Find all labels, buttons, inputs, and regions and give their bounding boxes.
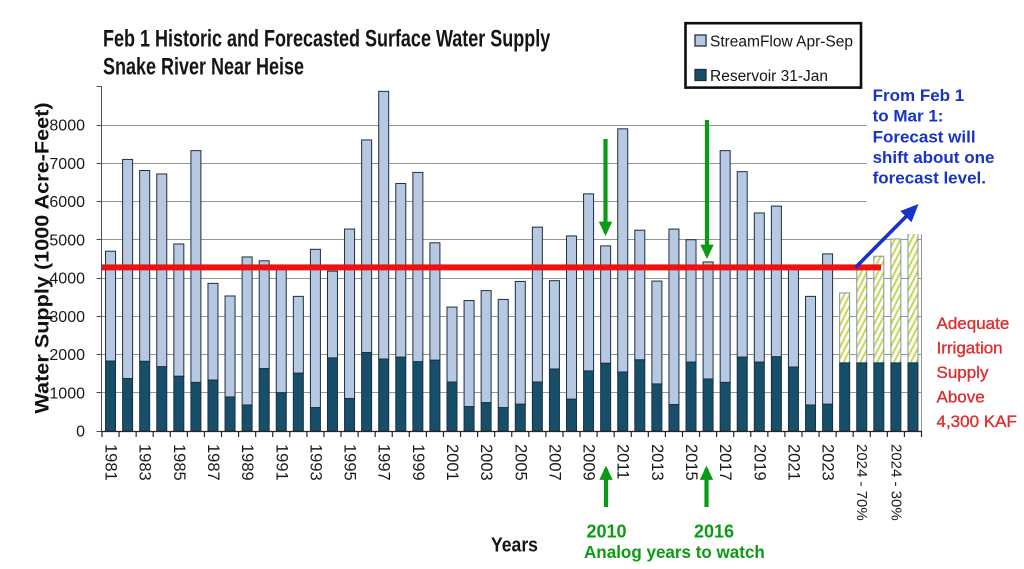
- svg-text:Reservoir 31-Jan: Reservoir 31-Jan: [710, 68, 828, 85]
- svg-text:Water Supply (1000 Acre-Feet): Water Supply (1000 Acre-Feet): [33, 102, 54, 413]
- svg-text:Feb 1 Historic and Forecasted: Feb 1 Historic and Forecasted Surface Wa…: [103, 26, 550, 52]
- svg-text:1981: 1981: [102, 444, 120, 481]
- svg-text:6000: 6000: [49, 194, 85, 211]
- svg-text:1991: 1991: [272, 444, 290, 481]
- svg-text:1985: 1985: [170, 444, 188, 481]
- svg-text:forecast level.: forecast level.: [873, 169, 986, 188]
- svg-text:Forecast will: Forecast will: [873, 127, 976, 146]
- svg-text:Irrigation: Irrigation: [937, 339, 1003, 358]
- svg-text:2010: 2010: [587, 522, 627, 542]
- svg-text:2003: 2003: [477, 444, 495, 481]
- svg-text:2017: 2017: [716, 444, 734, 481]
- svg-text:4,300 KAF: 4,300 KAF: [937, 412, 1017, 431]
- svg-text:2024 - 30%: 2024 - 30%: [887, 444, 904, 521]
- svg-text:8000: 8000: [49, 118, 85, 135]
- svg-text:1999: 1999: [409, 444, 427, 481]
- svg-text:1993: 1993: [306, 444, 324, 481]
- svg-text:2001: 2001: [443, 444, 461, 481]
- svg-text:2007: 2007: [545, 444, 563, 481]
- svg-text:StreamFlow Apr-Sep: StreamFlow Apr-Sep: [710, 34, 853, 51]
- svg-text:2024 - 70%: 2024 - 70%: [853, 444, 870, 521]
- svg-text:2000: 2000: [49, 347, 85, 364]
- svg-text:3000: 3000: [49, 309, 85, 326]
- svg-text:Supply: Supply: [937, 363, 989, 382]
- svg-text:2021: 2021: [784, 444, 802, 481]
- svg-text:Adequate: Adequate: [937, 314, 1010, 333]
- svg-text:2016: 2016: [694, 522, 734, 542]
- svg-text:shift about one: shift about one: [873, 148, 995, 167]
- svg-text:Above: Above: [937, 388, 985, 407]
- svg-text:1989: 1989: [238, 444, 256, 481]
- svg-text:2015: 2015: [682, 444, 700, 481]
- svg-text:1983: 1983: [136, 444, 154, 481]
- svg-text:7000: 7000: [49, 156, 85, 173]
- svg-text:1987: 1987: [204, 444, 222, 481]
- svg-text:5000: 5000: [49, 232, 85, 249]
- svg-text:Snake River Near Heise: Snake River Near Heise: [103, 54, 304, 80]
- svg-text:4000: 4000: [49, 271, 85, 288]
- svg-text:2011: 2011: [614, 444, 632, 479]
- svg-text:2009: 2009: [580, 444, 598, 481]
- svg-text:Analog years to watch: Analog years to watch: [584, 542, 765, 563]
- svg-text:Years: Years: [491, 533, 538, 555]
- svg-text:to Mar 1:: to Mar 1:: [873, 107, 944, 126]
- svg-text:0: 0: [76, 424, 85, 441]
- svg-text:1000: 1000: [49, 385, 85, 402]
- svg-text:2013: 2013: [648, 444, 666, 481]
- svg-text:2005: 2005: [511, 444, 529, 481]
- svg-text:1995: 1995: [341, 444, 359, 481]
- svg-text:2023: 2023: [819, 444, 837, 481]
- svg-text:1997: 1997: [375, 444, 393, 481]
- svg-text:From Feb 1: From Feb 1: [873, 86, 965, 105]
- svg-text:2019: 2019: [750, 444, 768, 481]
